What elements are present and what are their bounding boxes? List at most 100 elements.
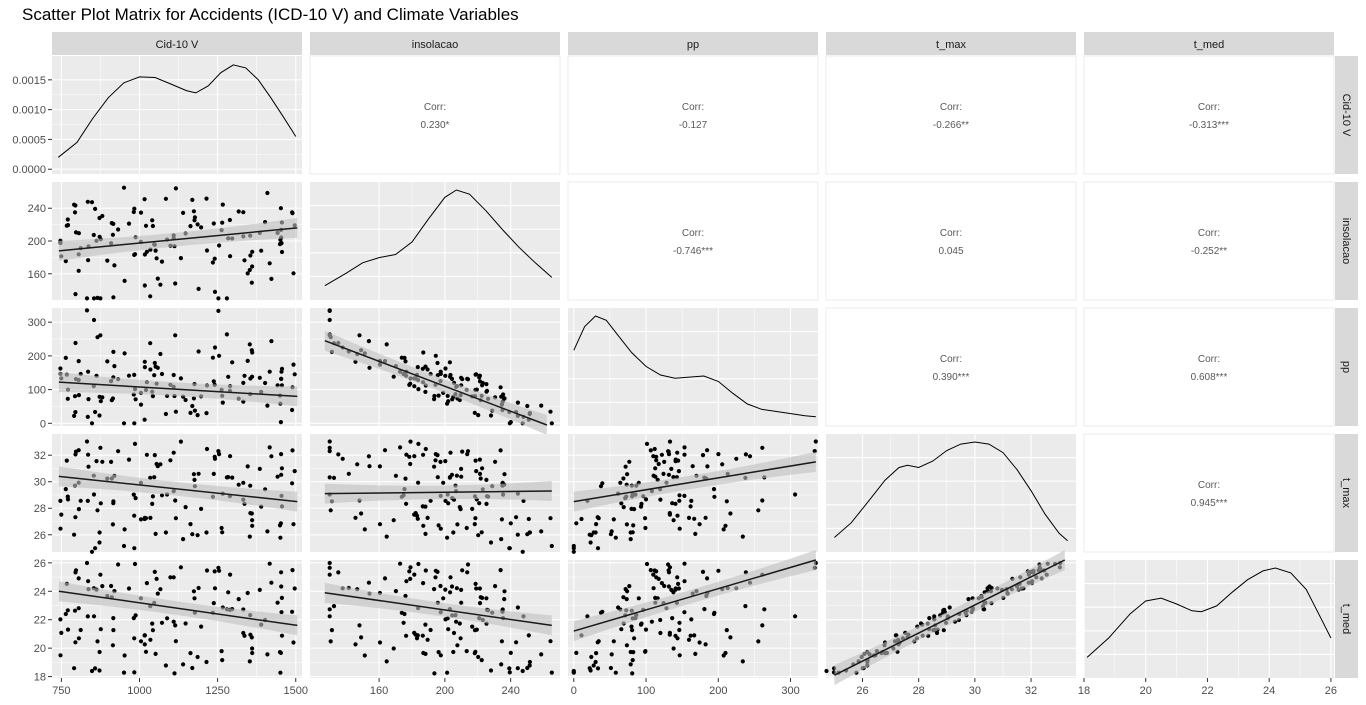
scatter-point-4-1-114	[465, 562, 471, 567]
scatter-point-4-1-76	[391, 646, 396, 651]
scatter-point-3-0-106	[76, 507, 81, 512]
scatter-point-2-0-89	[76, 359, 81, 364]
scatter-point-3-1-2	[362, 527, 367, 532]
scatter-point-1-0-81	[212, 256, 217, 261]
side-strip-label-0: Cid-10 V	[1340, 94, 1352, 137]
scatter-point-1-0-4	[224, 296, 229, 301]
scatter-point-1-0-112	[72, 210, 78, 215]
scatter-point-4-1-62	[408, 576, 413, 582]
scatter-point-2-0-88	[263, 380, 268, 386]
scatter-point-1-0-89	[76, 268, 81, 273]
scatter-point-3-2-61	[723, 523, 728, 528]
scatter-point-3-2-11	[571, 549, 576, 554]
scatter-point-2-0-108	[159, 371, 165, 377]
scatter-point-4-1-47	[329, 628, 334, 633]
scatter-point-4-0-96	[73, 640, 78, 645]
scatter-point-3-2-82	[669, 466, 674, 471]
scatter-point-1-0-68	[109, 221, 114, 226]
scatter-point-2-1-118	[472, 410, 477, 415]
scatter-point-1-0-76	[250, 264, 255, 269]
scatter-point-4-3-39	[947, 605, 952, 610]
scatter-point-1-0-40	[86, 258, 91, 263]
scatter-point-4-0-66	[58, 617, 63, 622]
scatter-point-1-0-111	[178, 256, 183, 261]
scatter-point-4-1-99	[393, 589, 398, 594]
scatter-point-3-1-61	[421, 523, 426, 528]
scatter-point-1-0-52	[248, 253, 253, 258]
scatter-point-2-1-5	[432, 397, 437, 402]
scatter-point-2-1-69	[484, 389, 489, 394]
scatter-point-4-1-111	[408, 565, 413, 570]
scatter-point-2-1-71	[477, 373, 482, 378]
scatter-point-3-0-95	[72, 532, 77, 537]
scatter-point-3-2-90	[711, 487, 717, 492]
scatter-point-4-2-80	[692, 633, 697, 638]
scatter-point-2-0-57	[98, 399, 103, 404]
scatter-point-2-0-64	[93, 409, 98, 415]
scatter-point-4-2-49	[651, 586, 656, 591]
scatter-point-3-0-73	[132, 441, 138, 446]
scatter-point-2-0-11	[89, 421, 95, 426]
scatter-point-1-0-92	[290, 210, 295, 215]
scatter-point-4-2-35	[756, 639, 761, 644]
scatter-point-3-2-107	[673, 459, 678, 464]
scatter-point-3-0-74	[211, 471, 216, 476]
scatter-point-4-1-28	[327, 614, 332, 619]
scatter-point-4-2-27	[630, 671, 635, 676]
scatter-point-3-2-6	[659, 452, 665, 457]
scatter-point-4-0-83	[73, 568, 79, 573]
scatter-point-2-0-93	[216, 308, 221, 313]
scatter-point-4-2-88	[658, 617, 663, 623]
scatter-point-4-2-108	[677, 620, 682, 625]
scatter-point-1-0-63	[247, 267, 252, 273]
scatter-point-3-2-47	[724, 499, 729, 504]
y-tick-label-4-4: 26	[34, 558, 46, 570]
y-tick-label-3-2: 30	[34, 477, 46, 489]
scatter-point-4-1-67	[476, 654, 481, 660]
scatter-point-4-0-87	[65, 627, 71, 632]
scatter-point-3-1-118	[472, 522, 477, 527]
scatter-point-3-1-82	[459, 466, 464, 471]
scatter-point-4-1-34	[507, 670, 512, 675]
scatter-point-4-1-95	[515, 666, 520, 671]
scatter-point-3-1-46	[403, 476, 408, 481]
scatter-point-4-0-24	[132, 636, 137, 641]
scatter-point-3-0-21	[78, 498, 83, 503]
scatter-point-4-1-65	[449, 584, 455, 589]
scatter-point-1-0-62	[154, 256, 159, 261]
scatter-point-1-0-99	[112, 263, 117, 268]
panel-0-0	[52, 56, 302, 174]
scatter-point-3-0-79	[204, 446, 210, 452]
scatter-point-3-2-127	[671, 475, 676, 480]
scatter-point-2-0-63	[247, 342, 252, 347]
scatter-point-4-0-40	[86, 579, 91, 584]
scatter-point-3-0-123	[152, 453, 157, 458]
scatter-point-3-0-110	[85, 498, 90, 503]
scatter-point-4-0-32	[148, 637, 153, 642]
scatter-point-3-2-33	[703, 515, 708, 520]
y-tick-label-0-1: 0.0005	[12, 134, 46, 146]
fit-line-4-1	[324, 591, 552, 627]
scatter-point-3-0-23	[148, 475, 153, 480]
scatter-point-3-1-1	[473, 458, 478, 463]
scatter-point-3-1-11	[520, 549, 525, 554]
scatter-point-3-0-92	[290, 481, 295, 486]
scatter-point-3-1-122	[526, 516, 531, 522]
scatter-point-3-1-100	[346, 471, 351, 476]
scatter-point-2-0-67	[195, 413, 200, 418]
scatter-point-3-0-61	[250, 523, 255, 528]
scatter-point-1-0-108	[159, 259, 165, 264]
scatter-point-4-2-26	[658, 630, 663, 636]
scatter-point-4-1-31	[377, 640, 383, 645]
scatter-point-4-1-109	[488, 668, 494, 673]
scatter-point-3-1-116	[465, 452, 470, 457]
scatter-point-4-2-126	[716, 568, 721, 573]
panel-1-1	[310, 182, 560, 300]
y-tick-label-2-2: 200	[28, 351, 46, 363]
scatter-point-2-1-91	[420, 366, 425, 371]
scatter-point-1-0-55	[143, 223, 149, 228]
scatter-point-3-0-102	[98, 445, 103, 450]
scatter-point-3-0-76	[250, 518, 255, 523]
scatter-point-3-1-77	[508, 521, 513, 526]
scatter-point-4-2-116	[666, 570, 672, 575]
